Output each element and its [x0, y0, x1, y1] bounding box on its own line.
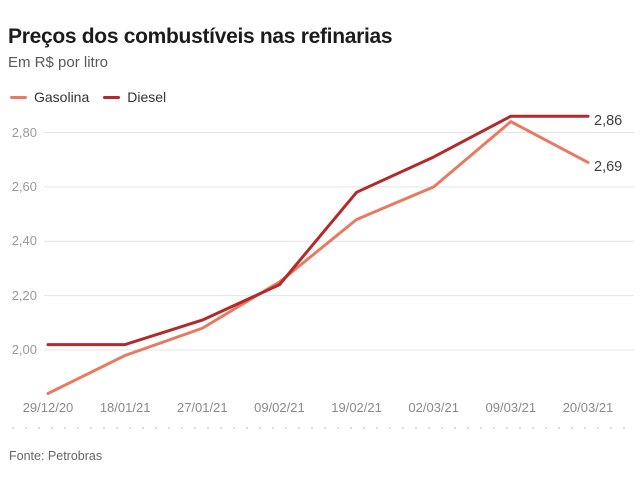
y-axis-tick-label: 2,80: [11, 124, 37, 140]
x-axis-tick-label: 09/03/21: [485, 400, 537, 415]
source-note: Fonte: Petrobras: [9, 449, 103, 463]
series-line-diesel: [46, 114, 590, 347]
legend-label: Diesel: [127, 89, 167, 105]
legend-item-gasolina: Gasolina: [10, 89, 89, 105]
series-line-gasolina: [46, 120, 590, 395]
legend-swatch-icon: [10, 95, 27, 99]
x-axis-tick-label: 29/12/20: [22, 400, 74, 415]
legend-item-diesel: Diesel: [103, 89, 166, 105]
end-value-label-diesel: 2,86: [594, 113, 623, 130]
y-axis-tick-label: 2,60: [11, 178, 37, 194]
chart-legend: Gasolina Diesel: [10, 89, 166, 105]
x-axis-tick-label: 27/01/21: [176, 400, 228, 415]
x-axis-tick-label: 19/02/21: [331, 400, 382, 415]
y-axis-tick-label: 2,20: [11, 287, 37, 303]
legend-swatch-icon: [103, 95, 121, 99]
page-title: Preços dos combustíveis nas refinarias: [8, 25, 393, 49]
page-subtitle: Em R$ por litro: [8, 54, 109, 71]
y-axis-tick-label: 2,00: [11, 342, 37, 357]
x-axis-tick-label: 09/02/21: [254, 400, 305, 415]
x-axis-tick-label: 20/03/21: [562, 400, 614, 415]
end-value-label-gasolina: 2,69: [594, 159, 623, 176]
y-axis-tick-label: 2,40: [11, 233, 37, 249]
x-axis-tick-label: 02/03/21: [408, 400, 459, 415]
legend-label: Gasolina: [34, 89, 90, 105]
x-axis-tick-label: 18/01/21: [99, 400, 151, 415]
